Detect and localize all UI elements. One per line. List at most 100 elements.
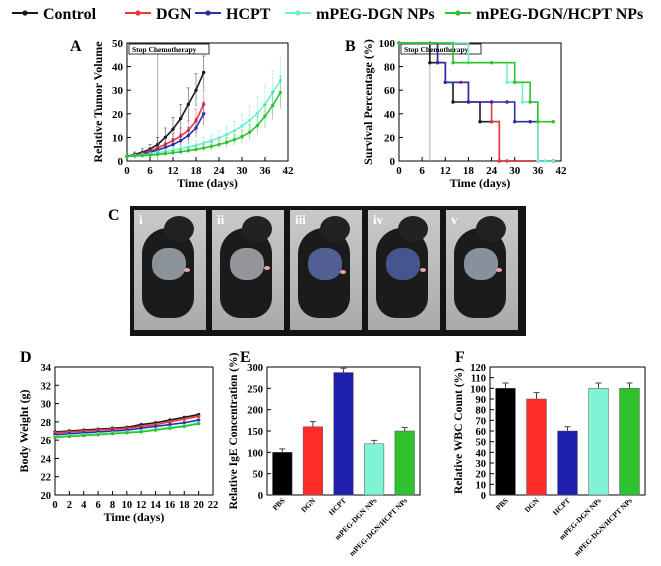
data-point xyxy=(171,127,175,131)
panel-label-f: F xyxy=(455,349,465,366)
legend-marker-3 xyxy=(295,10,301,16)
y-tick-label: 250 xyxy=(247,384,263,395)
y-tick-label: 0 xyxy=(118,156,124,168)
legend-label-1: DGN xyxy=(156,6,192,23)
category-label-1: DGN xyxy=(299,496,318,515)
annotation-box xyxy=(128,43,210,55)
panel-label-d: D xyxy=(20,349,32,366)
legend: Control DGN HCPT mPEG-DGN NPs mPEG-DGN/HCPT … xyxy=(12,6,643,23)
legend-marker-0 xyxy=(22,10,28,16)
y-axis-label: Relative WBC Count (%) xyxy=(453,368,465,494)
data-point xyxy=(466,100,471,104)
x-tick-label: 22 xyxy=(208,500,219,511)
data-point xyxy=(186,133,191,138)
data-point xyxy=(528,120,532,124)
mouse-head xyxy=(398,216,428,242)
data-point xyxy=(478,120,482,124)
data-point xyxy=(397,41,401,45)
x-tick-label: 18 xyxy=(191,165,203,177)
data-point xyxy=(513,120,517,124)
y-tick-label: 28 xyxy=(41,418,52,429)
y-tick-label: 60 xyxy=(384,85,396,97)
y-tick-label: 0 xyxy=(390,156,396,168)
bar-2 xyxy=(557,430,578,496)
x-tick-label: 12 xyxy=(168,165,180,177)
data-point xyxy=(528,100,532,104)
data-point xyxy=(125,154,129,158)
data-point xyxy=(209,144,214,149)
data-point xyxy=(186,102,191,107)
photo-label-i: i xyxy=(139,212,143,227)
y-tick-label: 30 xyxy=(476,459,487,470)
x-tick-label: 30 xyxy=(237,165,249,177)
data-point xyxy=(232,129,237,133)
data-point xyxy=(182,421,186,425)
bar-0 xyxy=(272,452,293,496)
mouse-photo-iv: iv xyxy=(368,210,440,330)
y-tick-label: 60 xyxy=(476,427,487,438)
x-tick-label: 42 xyxy=(556,165,568,177)
mouse-shaved-area xyxy=(152,248,186,280)
x-axis-label: Time (days) xyxy=(177,176,238,190)
y-tick-label: 22 xyxy=(41,473,52,484)
data-point xyxy=(196,414,201,419)
data-point xyxy=(182,417,186,421)
data-point xyxy=(263,114,267,118)
x-tick-label: 24 xyxy=(214,165,226,177)
y-tick-label: 20 xyxy=(41,491,52,502)
data-point xyxy=(67,434,72,439)
y-tick-label: 80 xyxy=(476,406,487,417)
plot-frame xyxy=(398,42,562,162)
y-tick-label: 30 xyxy=(112,85,124,97)
y-tick-label: 0 xyxy=(258,491,263,502)
mouse-head xyxy=(320,216,350,242)
legend-label-3: mPEG-DGN NPs xyxy=(316,6,435,23)
y-tick-label: 26 xyxy=(41,436,52,447)
data-point xyxy=(217,142,221,147)
mouse-shaved-area xyxy=(308,248,342,280)
data-point xyxy=(201,112,206,116)
data-point xyxy=(155,152,160,157)
y-tick-label: 32 xyxy=(41,381,52,392)
bar-1 xyxy=(526,398,547,496)
data-point xyxy=(171,151,175,155)
data-point xyxy=(168,420,172,424)
data-point xyxy=(247,118,252,123)
annotation-text: Stop Chemotherapy xyxy=(132,45,197,54)
x-tick-label: 18 xyxy=(463,165,475,177)
data-point xyxy=(182,424,186,429)
data-point xyxy=(168,426,172,430)
data-point xyxy=(171,142,175,147)
data-point xyxy=(428,41,432,45)
data-point xyxy=(278,90,283,95)
category-label-2: HCPT xyxy=(327,496,348,517)
y-tick-label: 10 xyxy=(112,132,124,144)
legend-label-0: Control xyxy=(43,6,97,23)
x-tick-label: 16 xyxy=(165,500,176,511)
data-point xyxy=(178,150,183,154)
category-label-1: DGN xyxy=(523,496,542,515)
mouse-photo-i: i xyxy=(134,210,206,330)
panel-label-b: B xyxy=(345,38,356,55)
mouse-head xyxy=(242,216,272,242)
annotation-text: Stop Chemotherapy xyxy=(404,45,469,54)
bar-4 xyxy=(394,430,415,496)
data-point xyxy=(240,134,244,139)
data-point xyxy=(132,154,137,158)
y-axis-label: Relative IgE Concentration (%) xyxy=(228,352,240,509)
mouse-paw xyxy=(340,270,346,274)
bar-0 xyxy=(495,388,516,496)
data-point xyxy=(194,126,198,130)
bar-4 xyxy=(619,388,640,496)
legend-marker-4 xyxy=(455,10,461,16)
x-tick-label: 8 xyxy=(110,500,115,511)
y-tick-label: 40 xyxy=(112,62,124,74)
y-tick-label: 34 xyxy=(41,363,52,374)
x-tick-label: 24 xyxy=(486,165,498,177)
data-point xyxy=(270,103,275,108)
data-point xyxy=(201,70,206,75)
data-point xyxy=(513,80,517,84)
